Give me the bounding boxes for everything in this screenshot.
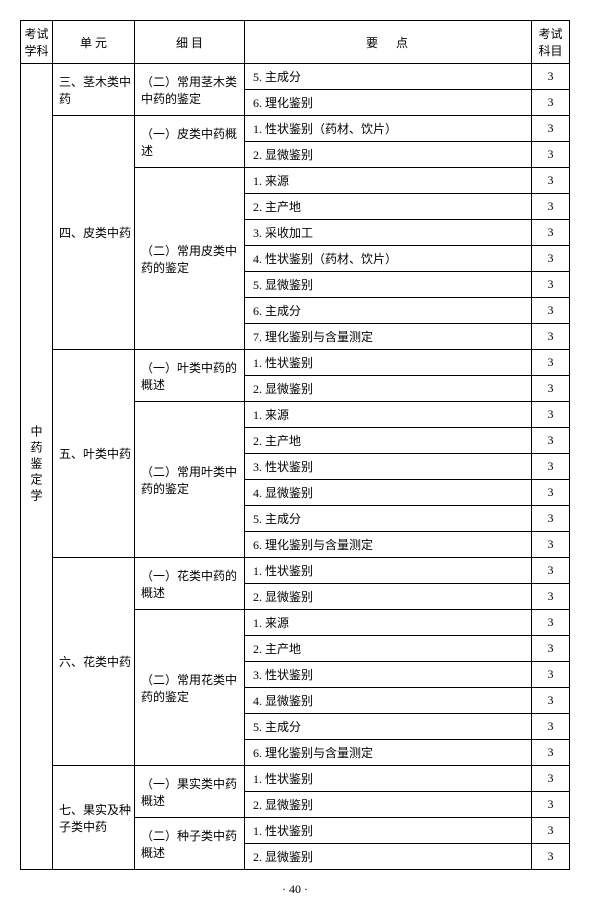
exam-cell: 3 <box>532 532 570 558</box>
point-cell: 6. 理化鉴别与含量测定 <box>245 532 532 558</box>
point-cell: 1. 性状鉴别 <box>245 350 532 376</box>
unit-cell: 七、果实及种子类中药 <box>53 766 135 870</box>
exam-cell: 3 <box>532 298 570 324</box>
table-row: 中药鉴定学三、茎木类中药（二）常用茎木类中药的鉴定5. 主成分3 <box>21 64 570 90</box>
detail-cell: （一）皮类中药概述 <box>135 116 245 168</box>
unit-cell: 三、茎木类中药 <box>53 64 135 116</box>
exam-cell: 3 <box>532 90 570 116</box>
header-subject: 考试学科 <box>21 21 53 64</box>
point-cell: 1. 性状鉴别 <box>245 766 532 792</box>
point-cell: 5. 主成分 <box>245 714 532 740</box>
detail-cell: （二）常用茎木类中药的鉴定 <box>135 64 245 116</box>
exam-cell: 3 <box>532 454 570 480</box>
point-cell: 2. 主产地 <box>245 636 532 662</box>
point-cell: 5. 主成分 <box>245 506 532 532</box>
exam-cell: 3 <box>532 506 570 532</box>
header-unit: 单 元 <box>53 21 135 64</box>
point-cell: 1. 来源 <box>245 610 532 636</box>
point-cell: 4. 显微鉴别 <box>245 688 532 714</box>
detail-cell: （二）常用皮类中药的鉴定 <box>135 168 245 350</box>
point-cell: 6. 理化鉴别 <box>245 90 532 116</box>
point-cell: 1. 来源 <box>245 168 532 194</box>
detail-cell: （二）常用叶类中药的鉴定 <box>135 402 245 558</box>
point-cell: 2. 显微鉴别 <box>245 142 532 168</box>
detail-cell: （一）叶类中药的概述 <box>135 350 245 402</box>
exam-cell: 3 <box>532 428 570 454</box>
exam-cell: 3 <box>532 740 570 766</box>
exam-cell: 3 <box>532 714 570 740</box>
exam-cell: 3 <box>532 324 570 350</box>
exam-cell: 3 <box>532 766 570 792</box>
detail-cell: （二）种子类中药概述 <box>135 818 245 870</box>
exam-cell: 3 <box>532 818 570 844</box>
point-cell: 1. 来源 <box>245 402 532 428</box>
exam-cell: 3 <box>532 168 570 194</box>
exam-cell: 3 <box>532 662 570 688</box>
exam-cell: 3 <box>532 844 570 870</box>
point-cell: 1. 性状鉴别 <box>245 818 532 844</box>
exam-cell: 3 <box>532 220 570 246</box>
point-cell: 2. 显微鉴别 <box>245 844 532 870</box>
table-row: 六、花类中药（一）花类中药的概述1. 性状鉴别3 <box>21 558 570 584</box>
exam-cell: 3 <box>532 194 570 220</box>
unit-cell: 六、花类中药 <box>53 558 135 766</box>
point-cell: 2. 主产地 <box>245 428 532 454</box>
exam-cell: 3 <box>532 64 570 90</box>
exam-cell: 3 <box>532 688 570 714</box>
point-cell: 5. 显微鉴别 <box>245 272 532 298</box>
point-cell: 4. 显微鉴别 <box>245 480 532 506</box>
point-cell: 5. 主成分 <box>245 64 532 90</box>
exam-cell: 3 <box>532 610 570 636</box>
exam-cell: 3 <box>532 480 570 506</box>
header-exam: 考试科目 <box>532 21 570 64</box>
point-cell: 2. 主产地 <box>245 194 532 220</box>
detail-cell: （二）常用花类中药的鉴定 <box>135 610 245 766</box>
point-cell: 3. 性状鉴别 <box>245 454 532 480</box>
detail-cell: （一）花类中药的概述 <box>135 558 245 610</box>
exam-cell: 3 <box>532 636 570 662</box>
point-cell: 1. 性状鉴别 <box>245 558 532 584</box>
table-row: 四、皮类中药（一）皮类中药概述1. 性状鉴别（药材、饮片）3 <box>21 116 570 142</box>
point-cell: 6. 主成分 <box>245 298 532 324</box>
syllabus-table: 考试学科 单 元 细 目 要点 考试科目 中药鉴定学三、茎木类中药（二）常用茎木… <box>20 20 570 870</box>
point-cell: 6. 理化鉴别与含量测定 <box>245 740 532 766</box>
point-cell: 7. 理化鉴别与含量测定 <box>245 324 532 350</box>
exam-cell: 3 <box>532 142 570 168</box>
exam-cell: 3 <box>532 584 570 610</box>
exam-cell: 3 <box>532 402 570 428</box>
unit-cell: 五、叶类中药 <box>53 350 135 558</box>
exam-cell: 3 <box>532 272 570 298</box>
unit-cell: 四、皮类中药 <box>53 116 135 350</box>
subject-cell: 中药鉴定学 <box>21 64 53 870</box>
exam-cell: 3 <box>532 246 570 272</box>
exam-cell: 3 <box>532 376 570 402</box>
header-point: 要点 <box>245 21 532 64</box>
exam-cell: 3 <box>532 116 570 142</box>
point-cell: 3. 采收加工 <box>245 220 532 246</box>
point-cell: 1. 性状鉴别（药材、饮片） <box>245 116 532 142</box>
exam-cell: 3 <box>532 350 570 376</box>
point-cell: 2. 显微鉴别 <box>245 376 532 402</box>
table-row: 五、叶类中药（一）叶类中药的概述1. 性状鉴别3 <box>21 350 570 376</box>
table-body: 中药鉴定学三、茎木类中药（二）常用茎木类中药的鉴定5. 主成分36. 理化鉴别3… <box>21 64 570 870</box>
point-cell: 2. 显微鉴别 <box>245 792 532 818</box>
point-cell: 2. 显微鉴别 <box>245 584 532 610</box>
exam-cell: 3 <box>532 792 570 818</box>
table-row: 七、果实及种子类中药（一）果实类中药概述1. 性状鉴别3 <box>21 766 570 792</box>
header-detail: 细 目 <box>135 21 245 64</box>
point-cell: 4. 性状鉴别（药材、饮片） <box>245 246 532 272</box>
detail-cell: （一）果实类中药概述 <box>135 766 245 818</box>
point-cell: 3. 性状鉴别 <box>245 662 532 688</box>
exam-cell: 3 <box>532 558 570 584</box>
header-row: 考试学科 单 元 细 目 要点 考试科目 <box>21 21 570 64</box>
